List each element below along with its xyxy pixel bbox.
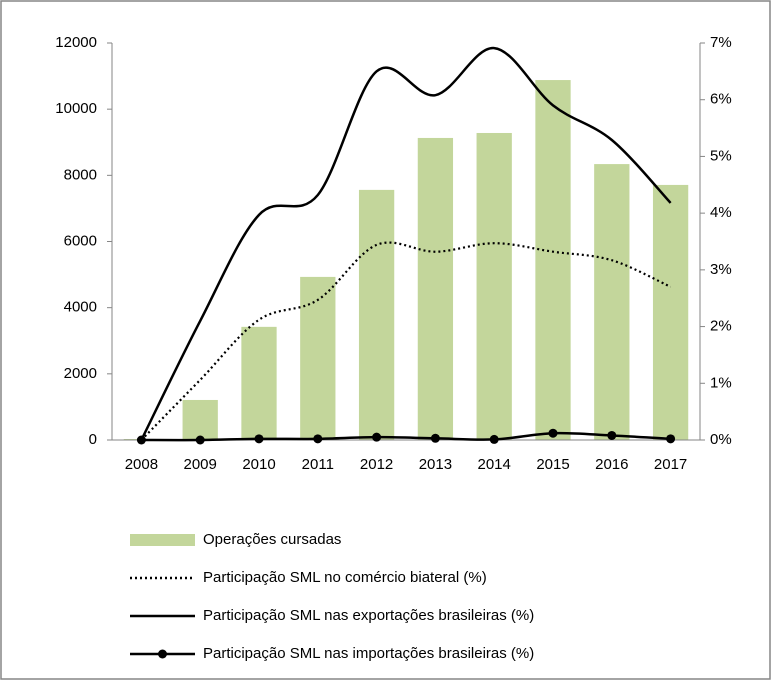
- point: [548, 428, 558, 438]
- bar: [594, 164, 630, 440]
- point: [254, 434, 264, 444]
- y-tick-label: 8000: [64, 166, 97, 183]
- x-tick-label: 2017: [654, 456, 687, 473]
- bar: [241, 326, 277, 440]
- y-tick-label: 2000: [64, 365, 97, 382]
- line: [140, 46, 672, 441]
- bar: [652, 184, 689, 440]
- legend-label: Operações cursadas: [203, 531, 341, 548]
- y-tick-label: 6000: [64, 232, 97, 249]
- y2-tick-label: 2%: [710, 318, 732, 335]
- point: [372, 432, 382, 442]
- bar: [358, 189, 395, 440]
- x-tick-label: 2014: [478, 456, 511, 473]
- y-tick-label: 10000: [55, 100, 97, 117]
- y2-tick-label: 4%: [710, 204, 732, 221]
- bar: [182, 399, 218, 440]
- x-tick-label: 2016: [595, 456, 628, 473]
- y2-tick-label: 0%: [710, 431, 732, 448]
- y-tick-label: 4000: [64, 299, 97, 316]
- y2-tick-label: 1%: [710, 374, 732, 391]
- x-tick-label: 2015: [536, 456, 569, 473]
- legend-swatch: [130, 534, 195, 546]
- bar: [417, 137, 454, 441]
- legend-label: Participação SML nas importações brasile…: [203, 645, 534, 662]
- legend-label: Participação SML no comércio biateral (%…: [203, 569, 487, 586]
- point: [666, 434, 676, 444]
- point: [607, 430, 617, 440]
- y2-tick-label: 3%: [710, 261, 732, 278]
- legend-marker: [158, 649, 167, 659]
- x-tick-label: 2012: [360, 456, 393, 473]
- legend-label: Participação SML nas exportações brasile…: [203, 607, 534, 624]
- point: [430, 433, 440, 443]
- bar: [535, 80, 571, 440]
- point: [195, 435, 205, 445]
- y2-tick-label: 6%: [710, 91, 732, 108]
- point: [136, 435, 146, 445]
- point: [489, 434, 499, 444]
- y2-tick-label: 5%: [710, 147, 732, 164]
- x-tick-label: 2009: [184, 456, 217, 473]
- x-tick-label: 2008: [125, 456, 158, 473]
- y-tick-label: 0: [89, 431, 97, 448]
- point: [313, 434, 323, 444]
- x-tick-label: 2010: [242, 456, 275, 473]
- bar: [476, 132, 512, 440]
- y-tick-label: 12000: [55, 34, 97, 51]
- bar: [300, 276, 336, 440]
- line: [141, 431, 671, 442]
- line: [140, 241, 672, 441]
- y2-tick-label: 7%: [710, 34, 732, 51]
- x-tick-label: 2013: [419, 456, 452, 473]
- x-tick-label: 2011: [302, 456, 334, 473]
